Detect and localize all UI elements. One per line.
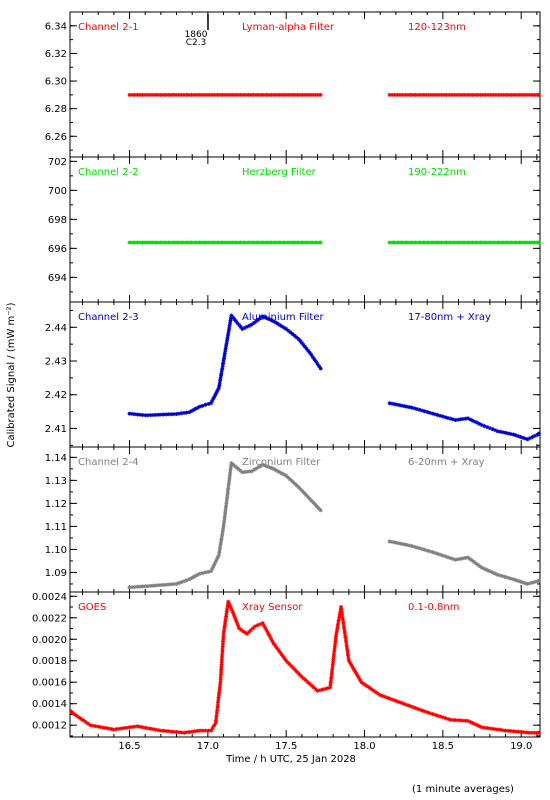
y-axis-title: Calibrated Signal / (mW m⁻²) — [6, 302, 17, 447]
x-tick-label: 18.5 — [432, 741, 454, 752]
y-tick-label: 1.10 — [45, 545, 67, 556]
panel-header-label: Aluminium Filter — [242, 312, 325, 323]
data-series — [69, 599, 541, 735]
flare-marker-class: C2.3 — [186, 38, 207, 48]
panel-5: 0.0012 0.0014 0.0016 0.0018 0.0020 0.0022 0.00… — [32, 591, 541, 738]
panel-header-label: Xray Sensor — [242, 602, 303, 613]
y-tick-label: 0.0012 — [32, 721, 67, 732]
data-series — [387, 539, 541, 586]
panel-header-label: Channel 2-2 — [78, 167, 139, 178]
panel-4: 1.09 1.10 1.11 1.12 1.13 1.14 Channel 2-4 Zirco… — [45, 446, 541, 593]
x-tick-label: 19.0 — [510, 741, 532, 752]
panel-frame — [69, 301, 541, 448]
y-tick-label: 0.0020 — [32, 635, 67, 646]
y-tick-label: 0.0016 — [32, 678, 67, 689]
data-series — [127, 461, 323, 590]
y-tick-label: 1.11 — [45, 522, 67, 533]
panel-header-label: Herzberg Filter — [242, 167, 317, 178]
y-tick-label: 0.0022 — [32, 613, 67, 624]
panel-header-label: 190-222nm — [408, 167, 466, 178]
footnote: (1 minute averages) — [412, 784, 514, 795]
y-tick-label: 2.44 — [45, 323, 67, 334]
x-tick-label: 18.0 — [353, 741, 375, 752]
data-series — [127, 240, 323, 245]
panel-header-label: Channel 2-1 — [78, 22, 139, 33]
y-tick-label: 700 — [48, 186, 67, 197]
data-series — [387, 92, 541, 97]
y-tick-label: 0.0014 — [32, 699, 67, 710]
x-tick-label: 17.0 — [197, 741, 219, 752]
y-tick-label: 0.0018 — [32, 656, 67, 667]
data-series — [127, 313, 323, 418]
y-tick-label: 1.09 — [45, 568, 67, 579]
panel-header-label: Lyman-alpha Filter — [242, 22, 335, 33]
data-series — [387, 240, 541, 245]
panel-2: 694 696 698 700 702 Channel 2-2 Herzberg Filte… — [48, 156, 541, 303]
y-tick-label: 696 — [48, 244, 67, 255]
panel-frame — [69, 446, 541, 593]
panel-frame — [69, 11, 541, 158]
y-tick-label: 694 — [48, 273, 67, 284]
panel-header-label: Channel 2-3 — [78, 312, 139, 323]
y-tick-label: 6.26 — [45, 132, 67, 143]
y-tick-label: 1.12 — [45, 499, 67, 510]
data-series — [127, 92, 323, 97]
panel-header-label: Zirconium Filter — [242, 457, 321, 468]
data-series — [387, 401, 541, 442]
panel-header-label: 0.1-0.8nm — [408, 602, 460, 613]
panel-header-label: GOES — [78, 602, 106, 613]
y-tick-label: 1.13 — [45, 476, 67, 487]
y-tick-label: 2.42 — [45, 390, 67, 401]
panel-header-label: 6-20nm + Xray — [408, 457, 485, 468]
y-tick-label: 1.14 — [45, 453, 67, 464]
flare-marker-number: 1860 — [185, 30, 208, 40]
x-tick-label: 17.5 — [275, 741, 297, 752]
y-tick-label: 6.28 — [45, 104, 67, 115]
y-tick-label: 0.0024 — [32, 592, 67, 603]
flare-marker: 1860 C2.3 — [185, 14, 209, 48]
panel-header-label: Channel 2-4 — [78, 457, 139, 468]
y-tick-label: 702 — [48, 157, 67, 168]
panel-frame — [69, 591, 541, 738]
y-tick-label: 2.41 — [45, 424, 67, 435]
x-tick-label: 16.5 — [118, 741, 140, 752]
panels: 6.26 6.28 6.30 6.32 6.34 Channel 2-1 Lyman-alp… — [32, 11, 541, 752]
y-tick-label: 698 — [48, 215, 67, 226]
panel-header-label: 120-123nm — [408, 22, 466, 33]
panel-1: 6.26 6.28 6.30 6.32 6.34 Channel 2-1 Lyman-alp… — [45, 11, 541, 158]
y-tick-label: 6.30 — [45, 77, 67, 88]
panel-3: 2.41 2.42 2.43 2.44 Channel 2-3 Aluminium Fil… — [45, 301, 541, 448]
x-axis-title: Time / h UTC, 25 Jan 2028 — [225, 754, 356, 765]
panel-frame — [69, 156, 541, 303]
panel-header-label: 17-80nm + Xray — [408, 312, 491, 323]
y-tick-label: 6.32 — [45, 49, 67, 60]
y-tick-label: 2.43 — [45, 357, 67, 368]
y-tick-label: 6.34 — [45, 21, 67, 32]
